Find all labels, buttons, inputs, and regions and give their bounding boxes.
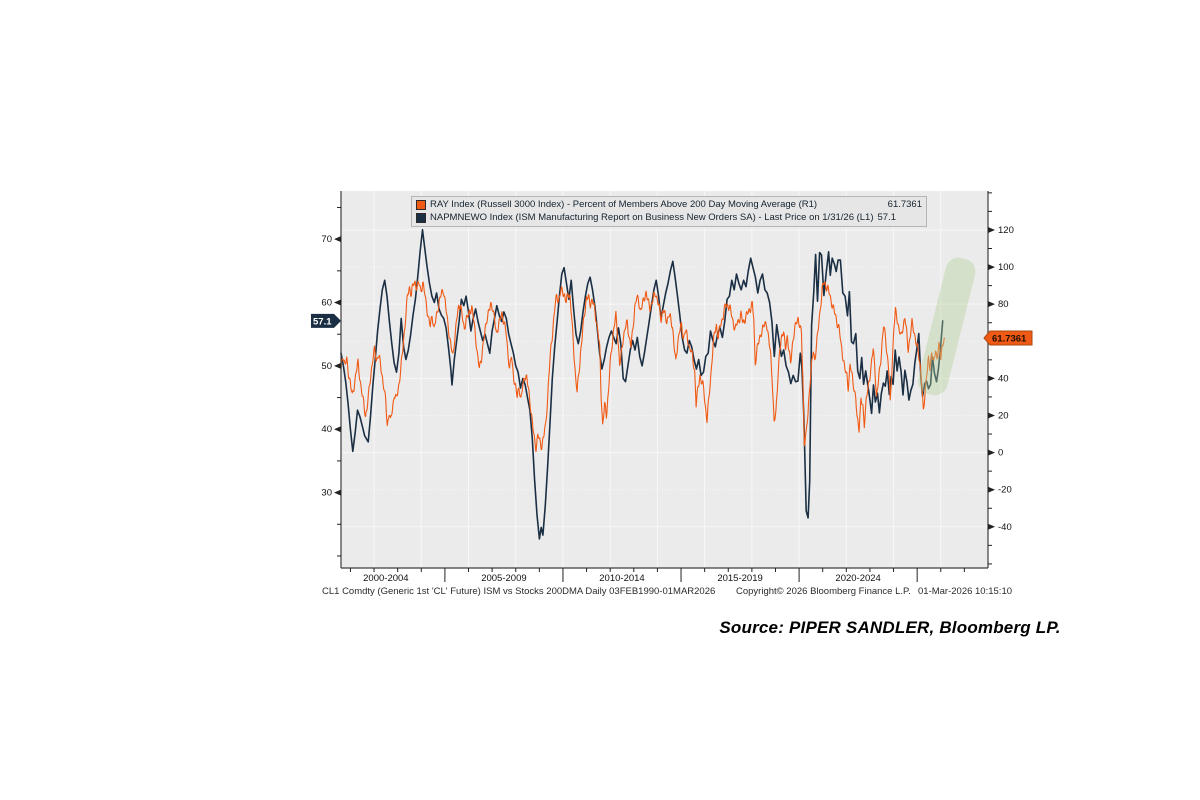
- series-russell-breadth-line: [340, 280, 946, 453]
- footer-ticker-description: CL1 Comdty (Generic 1st 'CL' Future) ISM…: [322, 586, 716, 597]
- right-axis-tick-label: -20: [998, 485, 1012, 496]
- legend-item[interactable]: NAPMNEWO Index (ISM Manufacturing Report…: [416, 211, 922, 224]
- legend-item[interactable]: RAY Index (Russell 3000 Index) - Percent…: [416, 198, 922, 211]
- source-attribution: Source: PIPER SANDLER, Bloomberg LP.: [719, 618, 1061, 637]
- legend-value: 61.7361: [887, 199, 922, 210]
- series-ism-new-orders-line: [340, 228, 944, 540]
- right-axis-tick-label: 40: [998, 373, 1009, 384]
- right-axis-last-value-badge: 61.7361: [983, 330, 1033, 346]
- legend-swatch-icon: [416, 212, 426, 223]
- right-axis: 120100806040200-20-40: [988, 192, 1014, 565]
- right-axis-tick-label: 20: [998, 410, 1009, 421]
- plot-background: [341, 191, 988, 568]
- left-axis-last-value-badge: 57.1: [311, 313, 341, 328]
- chart-legend: RAY Index (Russell 3000 Index) - Percent…: [411, 196, 927, 227]
- legend-swatch-icon: [416, 199, 426, 210]
- right-axis-last-value-badge-value: 61.7361: [992, 334, 1027, 345]
- highlight-band: [917, 257, 976, 396]
- x-axis-period-label: 2000-2004: [363, 573, 408, 584]
- footer-timestamp: 01-Mar-2026 10:15:10: [918, 586, 1013, 597]
- legend-label: RAY Index (Russell 3000 Index) - Percent…: [430, 199, 818, 210]
- gridlines: [341, 191, 988, 568]
- x-axis-period-label: 2020-2024: [835, 573, 880, 584]
- legend-value: 57.1: [877, 212, 897, 223]
- left-axis-tick-label: 30: [321, 488, 332, 499]
- left-axis-tick-label: 40: [321, 424, 332, 435]
- right-axis-tick-label: 100: [998, 262, 1014, 273]
- x-axis-period-label: 2015-2019: [717, 573, 762, 584]
- right-axis-tick-label: -40: [998, 522, 1012, 533]
- legend-label: NAPMNEWO Index (ISM Manufacturing Report…: [430, 212, 874, 223]
- left-axis-tick-label: 60: [321, 298, 332, 309]
- right-axis-tick-label: 80: [998, 299, 1009, 310]
- left-axis: 70 60 50 40 30: [321, 206, 341, 557]
- left-axis-tick-label: 50: [321, 361, 332, 372]
- left-axis-last-value-badge-value: 57.1: [313, 316, 332, 327]
- footer-copyright: Copyright© 2026 Bloomberg Finance L.P.: [736, 586, 911, 597]
- x-axis-period-label: 2005-2009: [481, 573, 526, 584]
- x-axis-period-label: 2010-2014: [599, 573, 644, 584]
- right-axis-tick-label: 0: [998, 448, 1003, 459]
- left-axis-tick-label: 70: [321, 234, 332, 245]
- right-axis-tick-label: 120: [998, 225, 1014, 236]
- x-axis: 2000-2004 2005-2009 2010-2014 2015-2019 2020…: [349, 568, 965, 584]
